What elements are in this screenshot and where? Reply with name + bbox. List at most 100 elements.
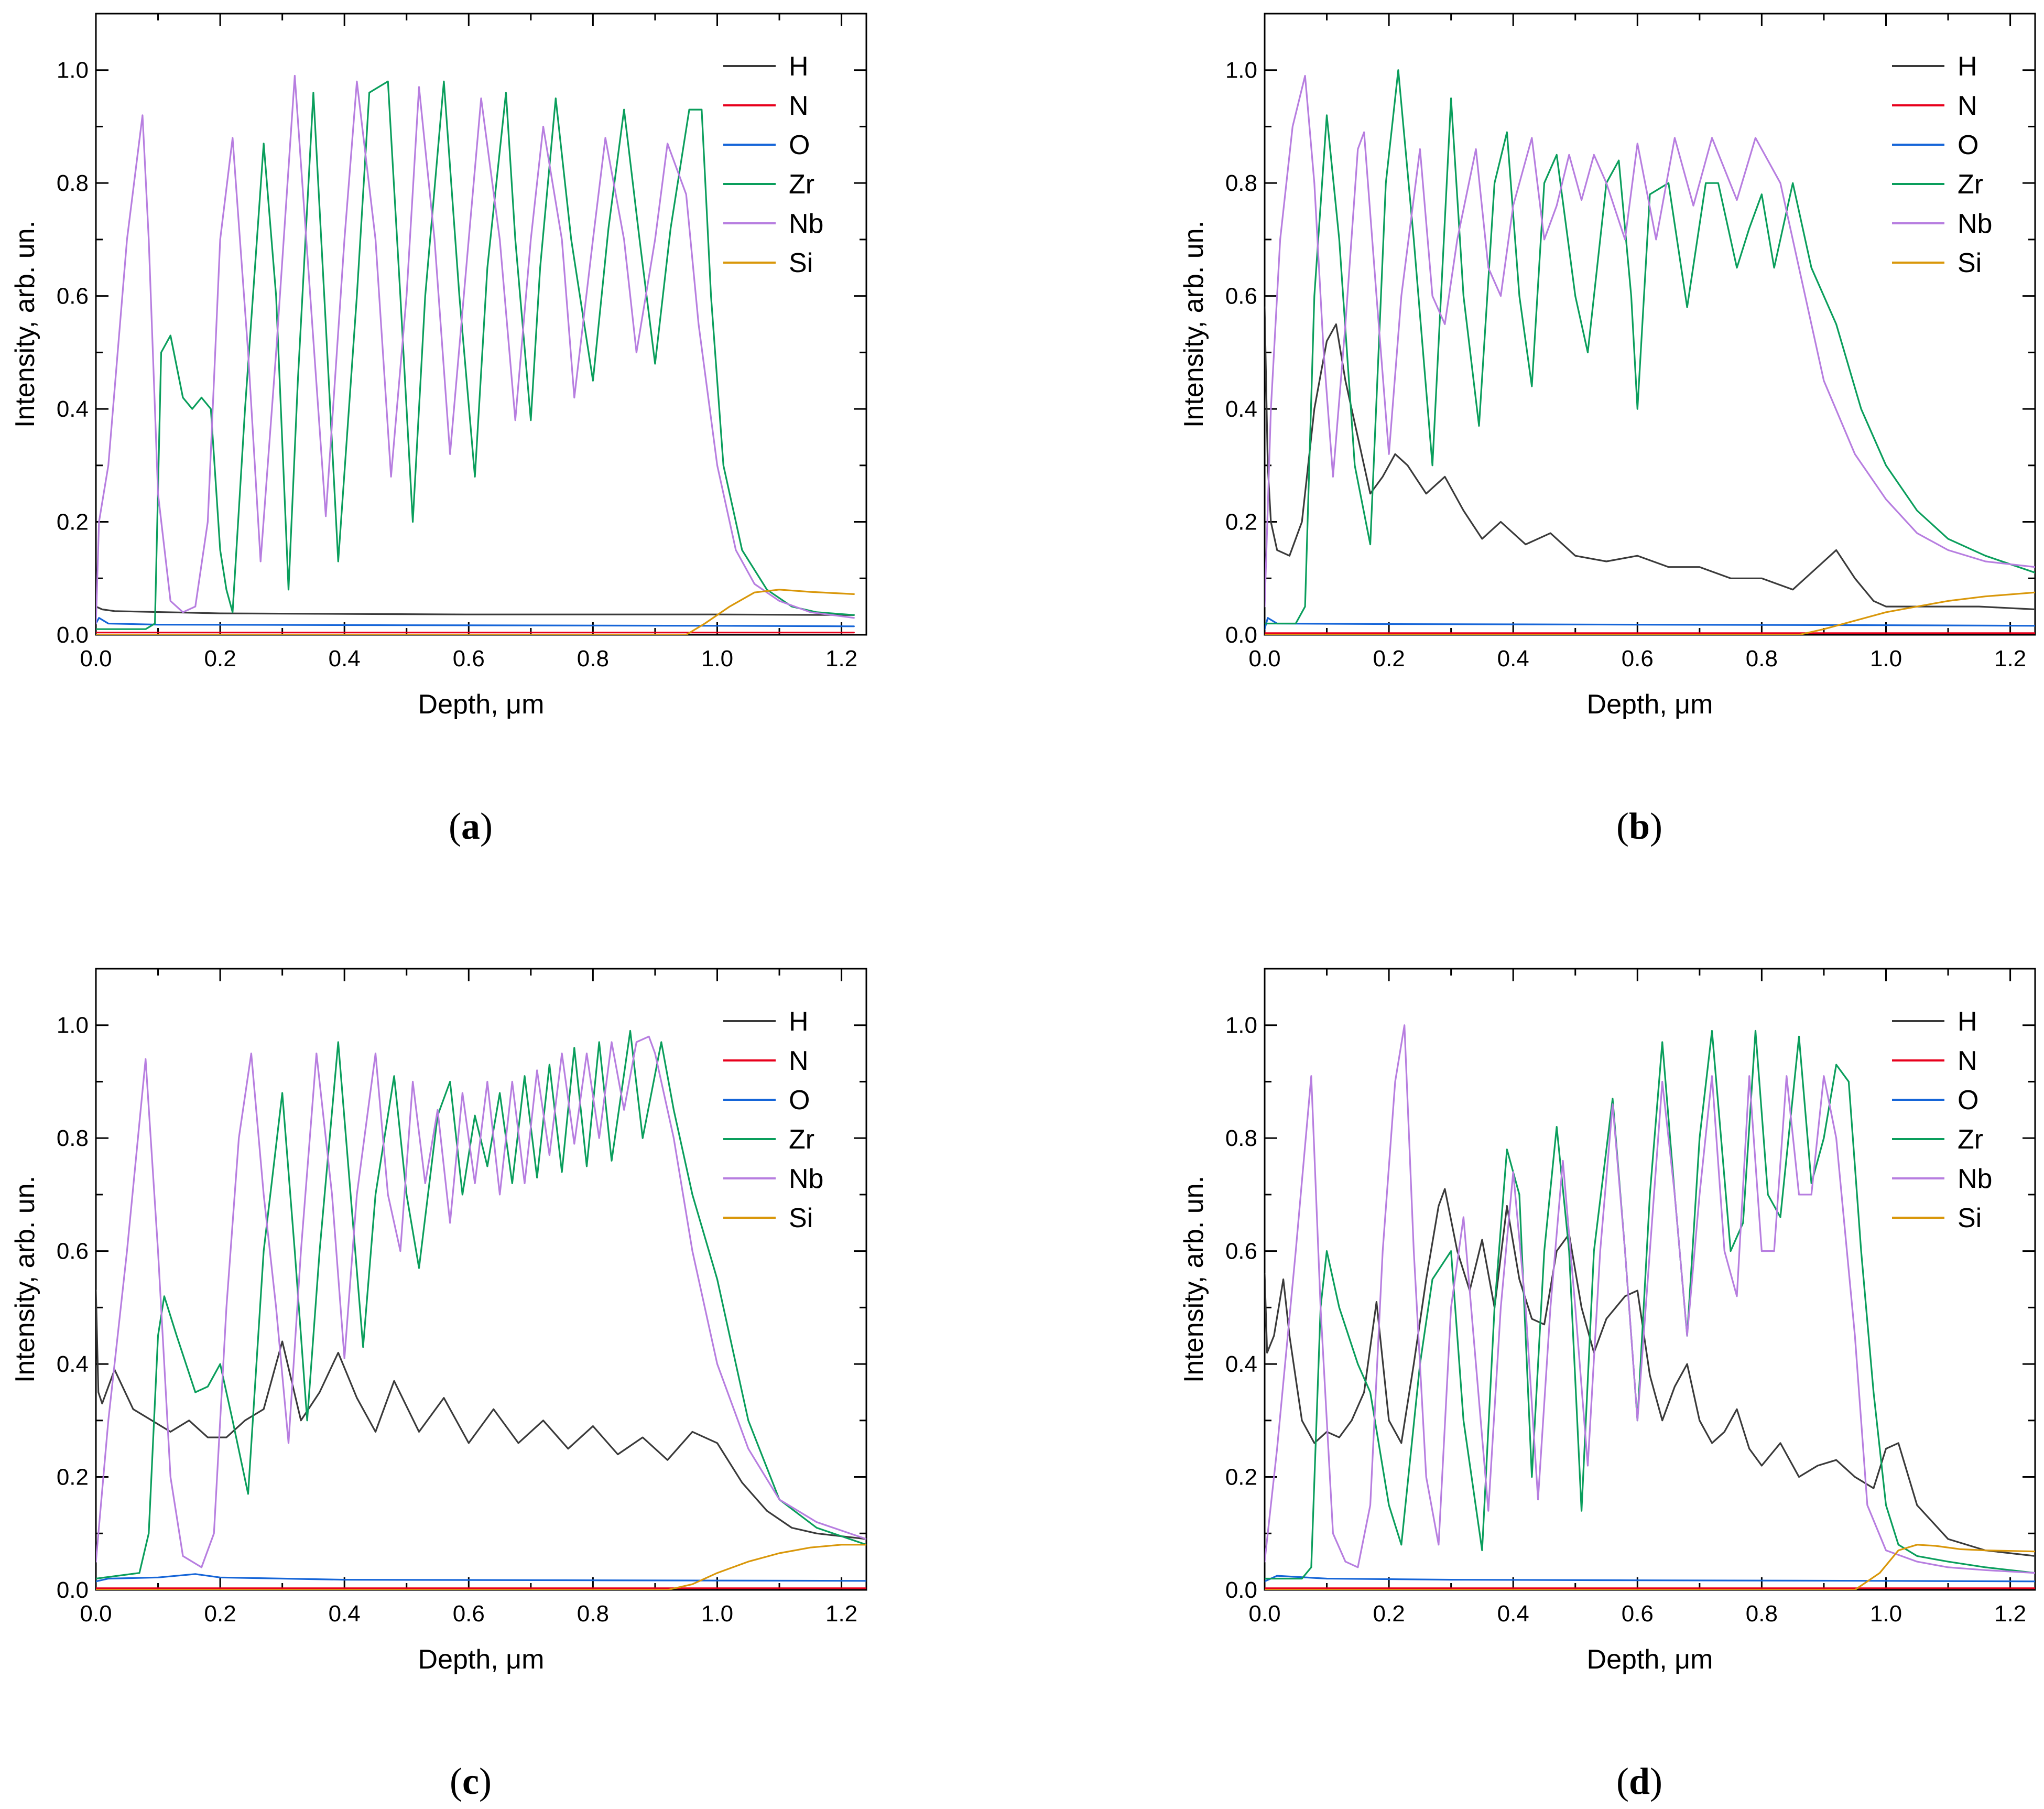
x-tick-label: 0.0 — [80, 1601, 112, 1627]
x-tick-label: 1.2 — [825, 646, 857, 671]
series-group — [1265, 1024, 2035, 1590]
caption-close-paren: ) — [479, 1760, 492, 1802]
series-line-o — [1265, 1575, 2035, 1583]
x-tick-label: 0.6 — [1622, 646, 1654, 671]
series-group — [1265, 69, 2035, 635]
series-line-nb — [96, 1035, 866, 1568]
x-tick-label: 1.2 — [825, 1601, 857, 1627]
panel-a: 0.0 0.2 0.4 0.6 0.8 1.0 1.2 0.0 0.2 0.4 0.6 0.8 1.0 D… — [10, 13, 867, 847]
y-tick-label: 0.2 — [1225, 1465, 1257, 1490]
series-line-nb — [1265, 74, 2035, 608]
legend-label-h: H — [1958, 51, 1977, 82]
series-line-nb — [1265, 1024, 2035, 1574]
plot-frame — [1264, 968, 2036, 1591]
x-tick-label: 0.6 — [1622, 1601, 1654, 1627]
x-tick-label: 0.8 — [1746, 646, 1778, 671]
x-tick-label: 0.4 — [329, 646, 361, 671]
series-line-si — [96, 1544, 866, 1590]
panel-b: 0.0 0.2 0.4 0.6 0.8 1.0 1.2 0.0 0.2 0.4 0.6 0.8 1.0 D… — [1179, 13, 2036, 847]
legend-label-n: N — [789, 1046, 809, 1076]
caption-letter: c — [462, 1760, 479, 1802]
x-axis-title: Depth, μm — [1587, 1644, 1713, 1675]
series-line-h — [96, 605, 855, 616]
series-line-si — [1265, 591, 2035, 635]
y-tick-label: 1.0 — [57, 58, 89, 83]
legend-label-h: H — [789, 1006, 809, 1037]
y-tick-label: 0.0 — [1225, 1577, 1257, 1603]
y-tick-label: 0.2 — [57, 1465, 89, 1490]
x-tick-label: 1.2 — [1994, 646, 2026, 671]
legend-label-n: N — [1958, 91, 1977, 121]
legend-label-si: Si — [1958, 1203, 1982, 1233]
x-tick-label: 1.0 — [1870, 646, 1902, 671]
plot-frame — [95, 968, 867, 1591]
y-tick-label: 0.0 — [1225, 622, 1257, 648]
series-line-h — [96, 1290, 866, 1540]
x-tick-label: 0.8 — [577, 646, 609, 671]
x-tick-label: 0.6 — [453, 1601, 485, 1627]
caption-open-paren: ( — [1616, 1760, 1629, 1802]
y-tick-label: 0.6 — [1225, 1239, 1257, 1264]
y-tick-label: 0.8 — [57, 170, 89, 196]
caption-close-paren: ) — [1650, 1760, 1662, 1802]
caption-close-paren: ) — [480, 805, 493, 847]
legend-label-si: Si — [789, 1203, 813, 1233]
x-tick-label: 0.8 — [577, 1601, 609, 1627]
caption-letter: a — [461, 805, 480, 847]
y-tick-label: 1.0 — [1225, 1013, 1257, 1038]
y-tick-label: 0.6 — [57, 1239, 89, 1264]
x-tick-label: 0.4 — [1497, 646, 1529, 671]
legend-label-nb: Nb — [789, 1164, 823, 1194]
caption-open-paren: ( — [449, 805, 461, 847]
series-line-o — [96, 1573, 866, 1583]
caption-open-paren: ( — [1616, 805, 1629, 847]
x-tick-label: 1.0 — [701, 1601, 733, 1627]
y-axis-title: Intensity, arb. un. — [10, 221, 40, 428]
legend-label-nb: Nb — [1958, 1164, 1992, 1194]
x-tick-label: 1.0 — [701, 646, 733, 671]
y-tick-label: 0.0 — [57, 1577, 89, 1603]
series-line-si — [1265, 1544, 2035, 1590]
series-line-nb — [96, 74, 855, 625]
legend-label-h: H — [789, 51, 809, 82]
x-tick-label: 0.0 — [80, 646, 112, 671]
legend-label-zr: Zr — [1958, 169, 1983, 200]
legend-label-zr: Zr — [789, 1124, 814, 1155]
y-tick-label: 0.4 — [1225, 396, 1257, 422]
panel-caption: (b) — [1616, 805, 1662, 847]
x-tick-label: 1.0 — [1870, 1601, 1902, 1627]
y-tick-label: 0.0 — [57, 622, 89, 648]
y-tick-label: 0.8 — [1225, 170, 1257, 196]
y-tick-label: 0.4 — [57, 1351, 89, 1377]
y-tick-label: 0.4 — [1225, 1351, 1257, 1377]
y-tick-label: 0.2 — [1225, 510, 1257, 535]
legend-label-n: N — [1958, 1046, 1977, 1076]
y-tick-label: 0.4 — [57, 396, 89, 422]
y-tick-label: 0.6 — [1225, 284, 1257, 309]
series-line-o — [1265, 617, 2035, 630]
x-axis-title: Depth, μm — [1587, 689, 1713, 720]
panel-d: 0.0 0.2 0.4 0.6 0.8 1.0 1.2 0.0 0.2 0.4 0.6 0.8 1.0 D… — [1179, 968, 2036, 1802]
panel-caption: (a) — [449, 805, 493, 847]
y-tick-label: 0.8 — [57, 1125, 89, 1151]
y-tick-label: 0.2 — [57, 510, 89, 535]
x-tick-label: 0.2 — [204, 1601, 236, 1627]
x-tick-label: 0.0 — [1248, 1601, 1280, 1627]
series-line-zr — [96, 80, 855, 630]
x-axis-title: Depth, μm — [418, 689, 545, 720]
legend-label-si: Si — [789, 248, 813, 278]
legend-label-zr: Zr — [789, 169, 814, 200]
series-line-o — [96, 617, 855, 627]
legend-label-nb: Nb — [1958, 209, 1992, 239]
y-axis-title: Intensity, arb. un. — [10, 1176, 40, 1383]
x-tick-label: 0.2 — [1373, 646, 1405, 671]
series-line-si — [96, 589, 855, 635]
legend-label-h: H — [1958, 1006, 1977, 1037]
caption-open-paren: ( — [450, 1760, 462, 1802]
x-tick-label: 0.2 — [1373, 1601, 1405, 1627]
panel-c: 0.0 0.2 0.4 0.6 0.8 1.0 1.2 0.0 0.2 0.4 0.6 0.8 1.0 D… — [10, 968, 867, 1802]
y-axis-title: Intensity, arb. un. — [1179, 1176, 1209, 1383]
panel-caption: (c) — [450, 1760, 492, 1802]
legend-label-n: N — [789, 91, 809, 121]
series-line-zr — [96, 1030, 866, 1580]
